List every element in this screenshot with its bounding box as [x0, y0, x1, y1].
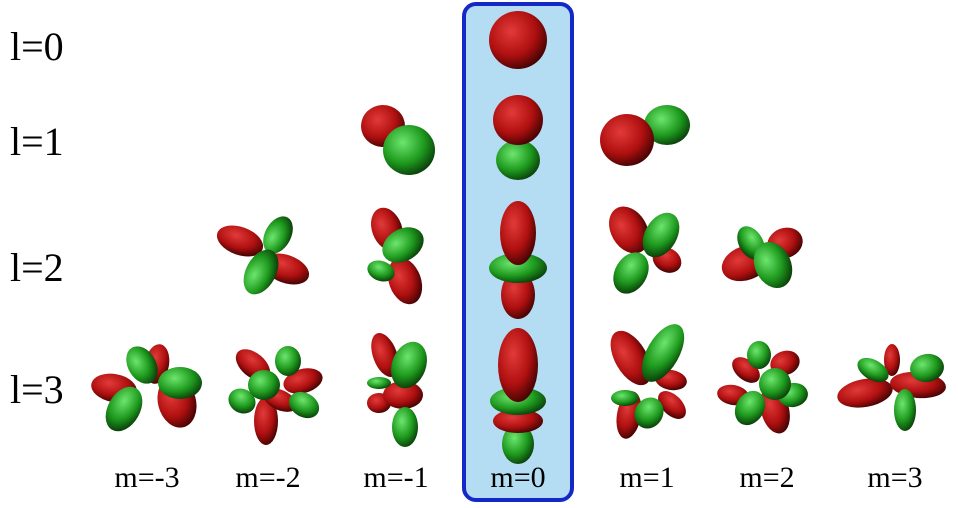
- row-label-l2: l=2: [10, 245, 64, 290]
- negative-lobe: [367, 377, 391, 389]
- negative-lobe: [642, 212, 680, 258]
- orbital-l3-mneg1: [367, 333, 427, 447]
- negative-lobe: [105, 386, 143, 432]
- positive-lobe: [501, 271, 535, 319]
- row-label-l0: l=0: [10, 24, 64, 69]
- orbital-l3-m1: [610, 324, 687, 439]
- positive-lobe: [216, 225, 264, 257]
- positive-lobe: [600, 114, 654, 166]
- positive-lobe: [610, 330, 652, 386]
- negative-lobe: [753, 241, 793, 289]
- orbital-l2-m2: [721, 226, 803, 289]
- negative-lobe: [288, 391, 320, 419]
- negative-lobe: [367, 260, 395, 282]
- negative-lobe: [641, 324, 685, 382]
- row-label-l1: l=1: [10, 119, 64, 164]
- positive-lobe: [658, 391, 686, 419]
- negative-lobe: [228, 388, 256, 414]
- positive-lobe: [383, 381, 423, 409]
- positive-lobe: [498, 328, 538, 402]
- positive-lobe: [500, 201, 536, 265]
- column-label-m-neg1: m=-1: [363, 461, 429, 494]
- orbital-l3-m2: [717, 341, 808, 434]
- negative-lobe: [275, 346, 301, 376]
- negative-lobe: [611, 390, 639, 406]
- positive-lobe: [493, 95, 543, 145]
- negative-lobe: [634, 397, 664, 429]
- orbital-l3-m3: [837, 344, 946, 431]
- negative-lobe: [391, 341, 427, 389]
- positive-lobe: [884, 344, 900, 376]
- negative-lobe: [894, 389, 916, 431]
- negative-lobe: [747, 341, 771, 369]
- negative-lobe: [383, 125, 435, 175]
- row-label-l3: l=3: [10, 367, 64, 412]
- negative-lobe: [734, 390, 766, 426]
- column-label-m-neg2: m=-2: [235, 461, 301, 494]
- column-label-m3: m=3: [867, 461, 923, 494]
- orbital-l2-m1: [609, 206, 682, 294]
- orbital-l1-mneg1: [361, 105, 435, 175]
- negative-lobe: [392, 407, 418, 447]
- positive-lobe: [387, 257, 423, 305]
- orbital-l1-m0: [493, 95, 543, 180]
- column-label-m2: m=2: [739, 461, 795, 494]
- orbital-l3-mneg2: [228, 346, 323, 445]
- orbital-l2-mneg1: [367, 207, 424, 305]
- orbital-l3-mneg3: [91, 344, 202, 432]
- column-label-m-neg3: m=-3: [114, 461, 180, 494]
- positive-lobe: [489, 11, 547, 69]
- negative-lobe: [489, 253, 547, 283]
- negative-lobe: [158, 367, 202, 399]
- orbital-l3-m0: [490, 328, 546, 464]
- negative-lobe: [243, 249, 279, 295]
- column-label-m1: m=1: [619, 461, 675, 494]
- negative-lobe: [502, 424, 534, 464]
- column-label-m0: m=0: [490, 461, 546, 494]
- negative-lobe: [126, 346, 158, 384]
- orbital-l2-m0: [489, 201, 547, 319]
- positive-lobe: [837, 378, 893, 408]
- orbital-l0-m0: [489, 11, 547, 69]
- positive-lobe: [493, 409, 543, 433]
- negative-lobe: [613, 252, 649, 294]
- negative-lobe: [644, 105, 690, 145]
- positive-lobe: [609, 206, 649, 254]
- negative-lobe: [248, 370, 280, 400]
- orbital-l1-m1: [600, 105, 690, 166]
- positive-lobe: [254, 397, 278, 445]
- negative-lobe: [759, 368, 791, 400]
- negative-lobe: [263, 216, 293, 254]
- negative-lobe: [382, 227, 424, 263]
- negative-lobe: [857, 357, 889, 383]
- negative-lobe: [496, 140, 540, 180]
- orbital-l2-mneg2: [216, 216, 310, 295]
- negative-lobe: [910, 353, 944, 383]
